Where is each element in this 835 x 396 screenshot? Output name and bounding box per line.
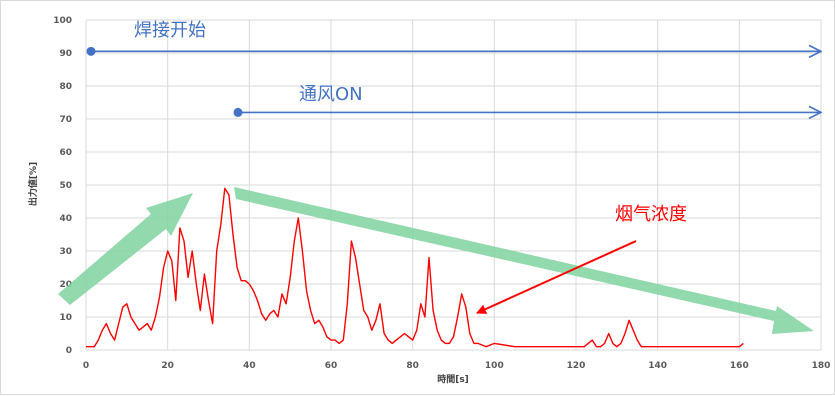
y-tick-labels: 0 10 20 30 40 50 60 70 80 90 100 <box>53 16 72 356</box>
y-tick-label: 40 <box>59 214 72 224</box>
series-layer <box>86 187 744 348</box>
y-tick-label: 30 <box>59 247 72 257</box>
welding-start-label: 焊接开始 <box>134 20 206 41</box>
y-tick-label: 100 <box>53 16 72 26</box>
x-tick-label: 100 <box>485 361 504 371</box>
ventilation-on-dot <box>233 107 243 117</box>
trend-down-arrow <box>234 187 814 334</box>
ventilation-on-label: 通风ON <box>299 84 363 105</box>
y-tick-label: 10 <box>59 313 72 323</box>
x-tick-labels: 0 20 40 60 80 100 120 140 160 180 <box>83 361 831 371</box>
y-tick-label: 60 <box>59 148 72 158</box>
x-tick-label: 160 <box>730 361 749 371</box>
smoke-concentration-label: 烟气浓度 <box>615 204 687 225</box>
y-tick-label: 80 <box>59 82 72 92</box>
y-tick-label: 70 <box>59 115 72 125</box>
x-tick-label: 120 <box>567 361 586 371</box>
x-tick-label: 40 <box>243 361 256 371</box>
y-tick-label: 0 <box>66 346 72 356</box>
x-tick-label: 80 <box>406 361 419 371</box>
x-tick-label: 60 <box>325 361 338 371</box>
trend-up-arrow <box>58 193 193 305</box>
x-axis-title: 時間[s] <box>437 373 469 385</box>
y-axis-title: 出力値[%] <box>27 162 39 206</box>
welding-start-dot <box>86 46 96 56</box>
smoke-concentration-line <box>86 187 744 348</box>
x-tick-label: 0 <box>83 361 89 371</box>
gridlines <box>85 19 822 351</box>
y-tick-label: 90 <box>59 49 72 59</box>
y-tick-label: 50 <box>59 181 72 191</box>
x-tick-label: 140 <box>648 361 667 371</box>
x-tick-label: 20 <box>161 361 174 371</box>
smoke-concentration-arrow <box>476 240 637 314</box>
y-tick-label: 20 <box>59 280 72 290</box>
x-tick-label: 180 <box>812 361 831 371</box>
